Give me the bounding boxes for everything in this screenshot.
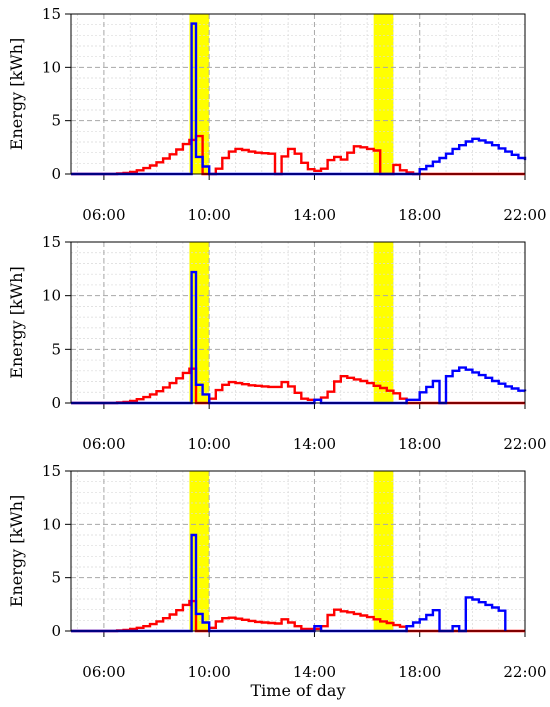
y-axis-title: Energy [kWh] — [7, 495, 26, 607]
x-tick-label: 18:00 — [398, 206, 441, 224]
chart-panels: 0 5 10 15 06:00 10:00 14:00 18:00 22:00 Energy [k… — [7, 5, 547, 700]
x-tick-label: 14:00 — [293, 206, 336, 224]
highlight-band-1 — [189, 471, 210, 631]
chart-panel-2: 0 5 10 15 06:00 10:00 14:00 18:00 22:00 Energy [k… — [7, 233, 547, 453]
y-axis-title: Energy [kWh] — [7, 38, 26, 150]
x-tick-label: 14:00 — [293, 435, 336, 453]
y-tick-label: 10 — [42, 515, 61, 533]
highlight-band-2 — [373, 242, 394, 403]
y-tick-label: 5 — [51, 569, 61, 587]
highlight-band-1 — [189, 14, 210, 174]
y-tick-label: 0 — [51, 394, 61, 412]
highlight-band-2 — [373, 14, 394, 174]
x-tick-label: 06:00 — [82, 435, 125, 453]
chart-panel-3: 0 5 10 15 06:00 10:00 14:00 18:00 22:00 Energy [k… — [7, 462, 547, 700]
x-tick-label: 14:00 — [293, 663, 336, 681]
y-tick-label: 0 — [51, 165, 61, 183]
highlight-band-2 — [373, 471, 394, 631]
x-tick-label: 06:00 — [82, 206, 125, 224]
plot-frame — [70, 470, 526, 632]
plot-frame — [70, 13, 526, 175]
minor-gridlines — [71, 242, 525, 403]
series-line-blue — [71, 270, 527, 405]
series-line-red — [71, 599, 525, 633]
y-axis-title: Energy [kWh] — [7, 266, 26, 378]
y-tick-label: 5 — [51, 112, 61, 130]
x-tick-label: 18:00 — [398, 435, 441, 453]
highlight-band-1 — [189, 242, 210, 403]
y-tick-label: 0 — [51, 622, 61, 640]
minor-gridlines — [71, 14, 525, 174]
series-line-blue — [71, 533, 507, 633]
series-line-red — [71, 134, 525, 176]
series-line-red — [71, 367, 525, 405]
x-axis-title: Time of day — [251, 681, 346, 700]
x-tick-label: 22:00 — [503, 663, 546, 681]
y-tick-label: 15 — [42, 5, 61, 23]
y-tick-label: 15 — [42, 462, 61, 480]
x-tick-label: 10:00 — [188, 206, 231, 224]
x-tick-label: 10:00 — [188, 435, 231, 453]
y-tick-label: 5 — [51, 340, 61, 358]
y-tick-label: 15 — [42, 233, 61, 251]
y-tick-label: 10 — [42, 287, 61, 305]
x-tick-label: 22:00 — [503, 435, 546, 453]
minor-gridlines — [71, 471, 525, 631]
x-tick-label: 18:00 — [398, 663, 441, 681]
y-tick-label: 10 — [42, 58, 61, 76]
chart-panel-1: 0 5 10 15 06:00 10:00 14:00 18:00 22:00 Energy [k… — [7, 5, 547, 224]
x-tick-label: 10:00 — [188, 663, 231, 681]
series-line-blue — [71, 22, 527, 176]
x-tick-label: 06:00 — [82, 663, 125, 681]
x-tick-label: 22:00 — [503, 206, 546, 224]
plot-frame — [70, 241, 526, 404]
